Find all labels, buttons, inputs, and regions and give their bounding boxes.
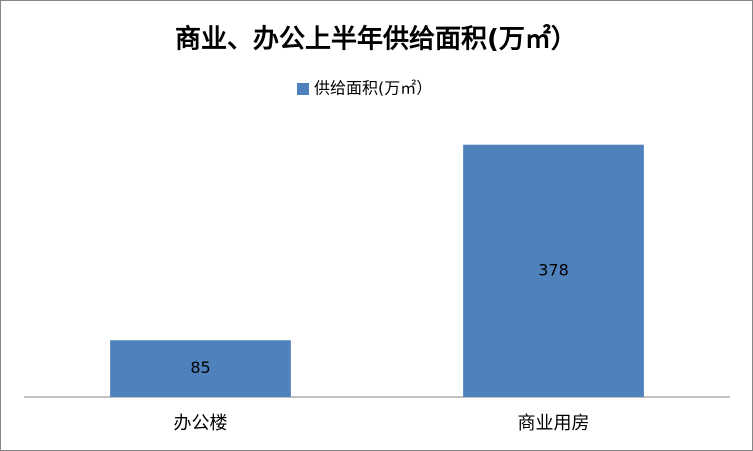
- bar: [110, 340, 291, 397]
- x-tick-label: 商业用房: [518, 413, 590, 434]
- legend-label: 供给面积(万㎡）: [314, 79, 432, 98]
- data-label: 85: [190, 358, 210, 377]
- x-tick-label: 办公楼: [174, 413, 228, 434]
- legend-swatch: [297, 83, 309, 95]
- bar: [463, 144, 644, 397]
- chart-title: 商业、办公上半年供给面积(万㎡）: [175, 24, 577, 55]
- data-label: 378: [538, 260, 569, 279]
